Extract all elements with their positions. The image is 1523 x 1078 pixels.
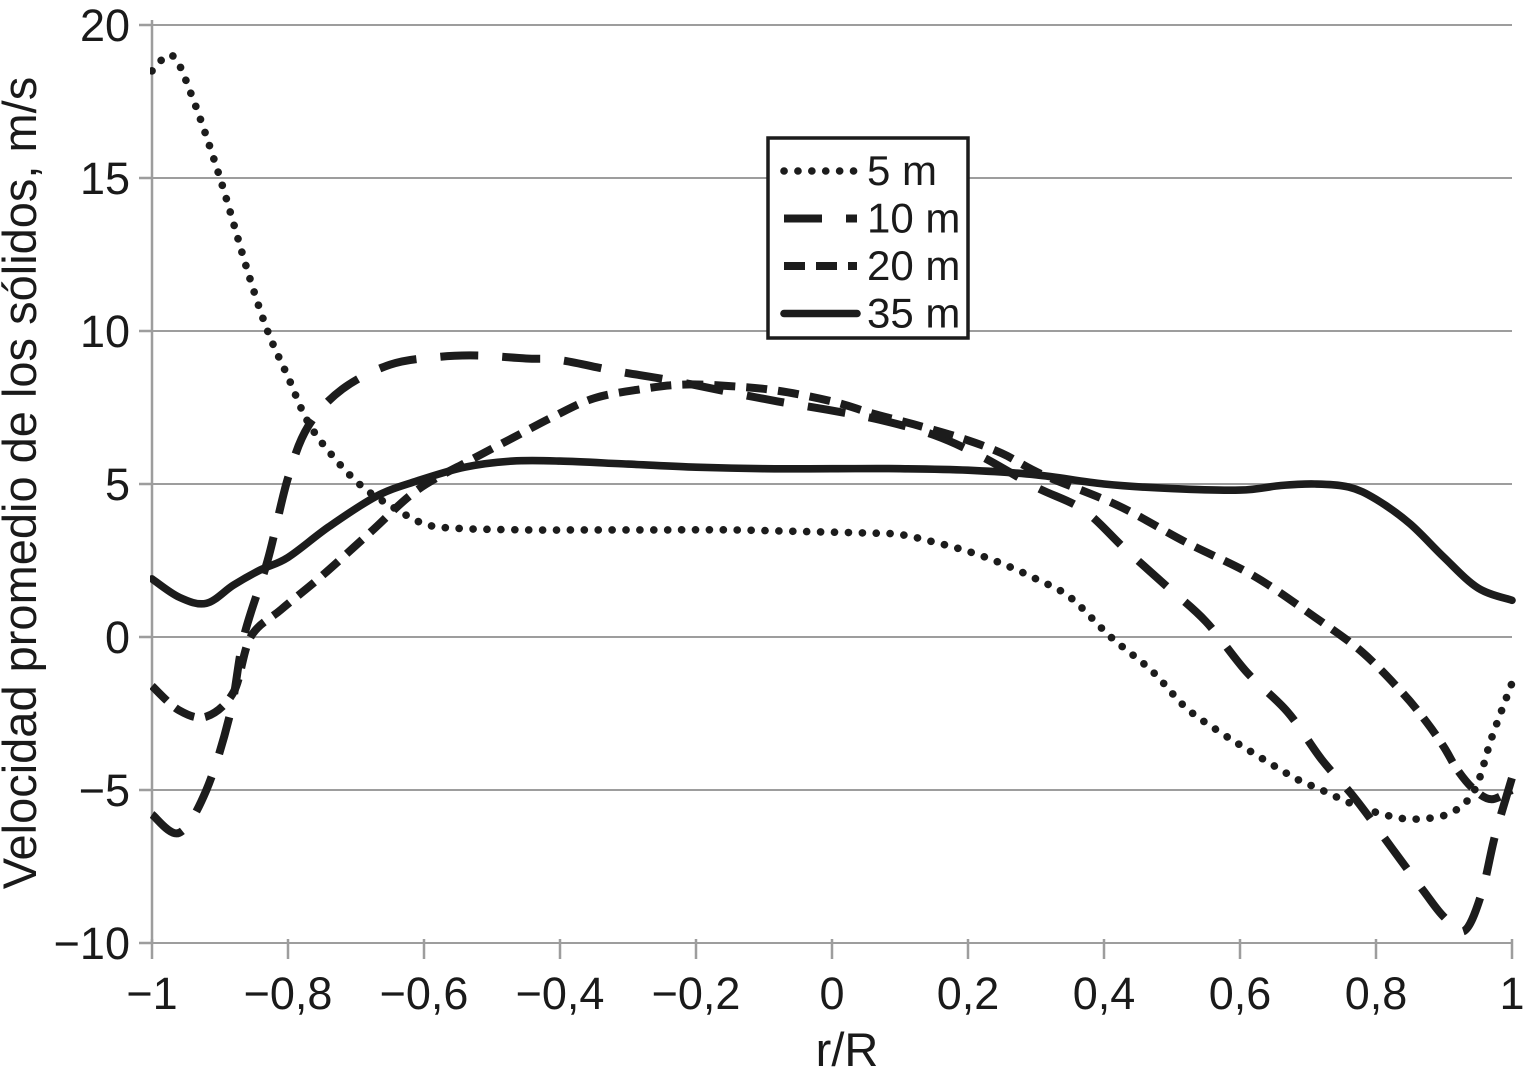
x-tick-label: −0,4 [516,968,605,1019]
x-tick-label: −0,6 [380,968,469,1019]
y-tick-label: 5 [105,459,130,510]
y-tick-label: −5 [79,765,130,816]
x-tick-label: 1 [1499,968,1523,1019]
x-tick-label: 0,8 [1345,968,1408,1019]
y-tick-label: −10 [54,918,130,969]
legend-label-35m: 35 m [867,290,960,337]
legend-label-10m: 10 m [867,195,960,242]
y-tick-label: 0 [105,612,130,663]
legend-label-20m: 20 m [867,242,960,289]
x-tick-label: −0,8 [244,968,333,1019]
x-tick-label: 0,2 [937,968,1000,1019]
series-line-20m [150,380,1514,804]
series-line-10m [150,351,1516,936]
legend-label-5m: 5 m [867,147,937,194]
series-line-35m [150,456,1516,608]
x-tick-label: 0,4 [1073,968,1136,1019]
x-tick-label: 0 [819,968,844,1019]
y-tick-label: 20 [80,0,130,51]
x-tick-label: −1 [126,968,177,1019]
series-lines [150,51,1516,936]
y-axis-title: Velocidad promedio de los sólidos, m/s [0,77,46,890]
tick-labels: 20 15 10 5 0 −5 −10−1 −0,8 −0,6 −0,4 −0,2 0 0,2 0,4 0,… [54,0,1523,1019]
y-tick-label: 15 [80,153,130,204]
legend: 5 m10 m20 m35 m [766,136,970,340]
axes [139,20,1514,959]
y-tick-label: 10 [80,306,130,357]
x-tick-label: 0,6 [1209,968,1272,1019]
series-line-5m [150,51,1516,824]
x-axis-title: r/R [816,1023,879,1076]
x-tick-label: −0,2 [652,968,741,1019]
